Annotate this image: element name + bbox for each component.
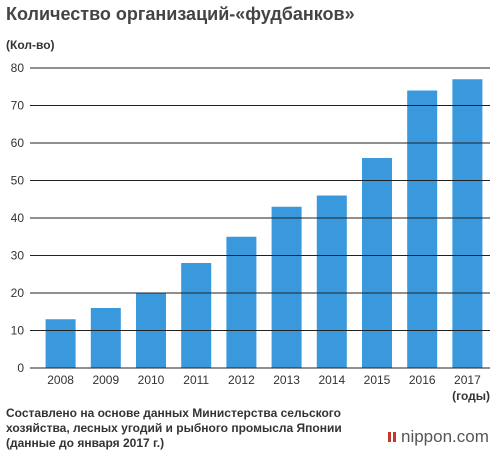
bars-group xyxy=(45,79,483,368)
x-tick-label: 2017 xyxy=(454,373,481,387)
bar-2008 xyxy=(45,319,76,368)
bar-2016 xyxy=(407,90,438,368)
x-tick-label: 2011 xyxy=(183,373,209,387)
x-tick-label: 2013 xyxy=(273,373,300,387)
x-tick-label: 2010 xyxy=(138,373,165,387)
bar-2015 xyxy=(362,158,392,368)
x-axis: 2008 2009 2010 2011 2012 2013 2014 2015 2016 2017 xyxy=(47,373,481,387)
y-tick-label: 0 xyxy=(17,361,24,375)
brand-logo: nippon.com xyxy=(388,427,489,447)
x-axis-label: (годы) xyxy=(452,389,490,403)
y-tick-label: 30 xyxy=(11,249,25,263)
x-tick-label: 2008 xyxy=(47,373,74,387)
y-tick-label: 40 xyxy=(11,211,25,225)
bar-2012 xyxy=(226,236,257,368)
x-tick-label: 2015 xyxy=(364,373,391,387)
y-axis: 0 10 20 30 40 50 60 70 80 xyxy=(11,61,490,375)
bar-2014 xyxy=(316,195,347,368)
y-axis-label: (Кол-во) xyxy=(6,38,55,52)
brand-text: nippon.com xyxy=(401,427,489,446)
x-tick-label: 2016 xyxy=(409,373,436,387)
source-note: Составлено на основе данных Министерства… xyxy=(6,406,342,450)
x-tick-label: 2012 xyxy=(228,373,255,387)
bar-2017 xyxy=(452,79,483,368)
y-tick-label: 20 xyxy=(11,286,25,300)
bar-2009 xyxy=(90,308,121,368)
nippon-logo-icon xyxy=(388,430,398,444)
x-tick-label: 2014 xyxy=(318,373,345,387)
bar-2011 xyxy=(181,263,212,368)
y-tick-label: 80 xyxy=(11,61,25,75)
y-tick-label: 10 xyxy=(11,324,25,338)
x-tick-label: 2009 xyxy=(92,373,119,387)
y-tick-label: 60 xyxy=(11,136,25,150)
y-tick-label: 50 xyxy=(11,174,25,188)
bar-2013 xyxy=(271,206,302,368)
chart-title: Количество организаций-«фудбанков» xyxy=(6,4,355,24)
y-tick-label: 70 xyxy=(11,99,25,113)
